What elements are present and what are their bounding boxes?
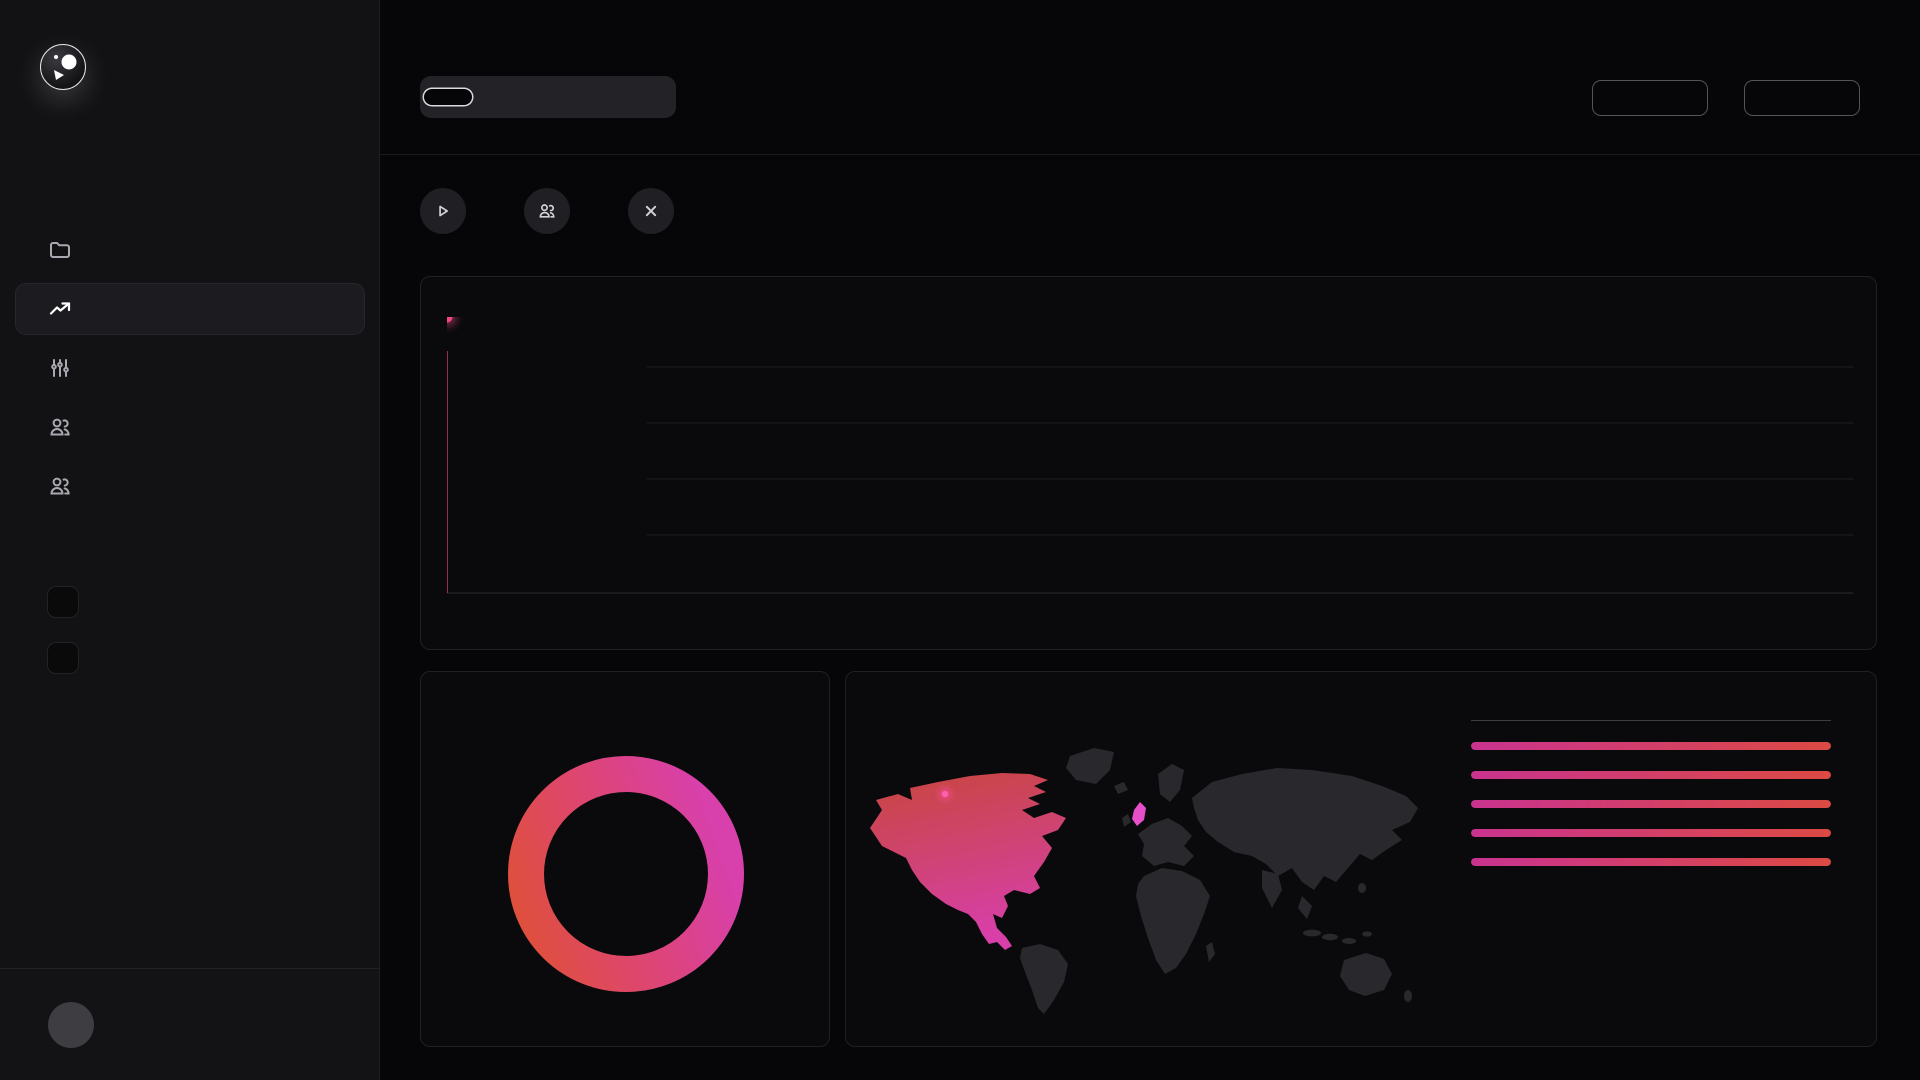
gridlines <box>447 366 1853 594</box>
timeline-chart <box>447 317 1853 594</box>
sidebar-item-data-report[interactable] <box>16 284 364 334</box>
usage-bar-track <box>1471 771 1831 779</box>
folder-icon <box>50 242 70 258</box>
timeline-marker-dot[interactable] <box>447 317 453 323</box>
sliders-icon <box>51 359 69 377</box>
map-region-united-kingdom <box>1132 802 1146 826</box>
play-icon <box>420 188 466 234</box>
usage-bar-fill <box>1471 858 1831 866</box>
brand-logo[interactable] <box>40 44 106 90</box>
tab-general[interactable] <box>424 89 472 105</box>
usage-bar-track <box>1471 800 1831 808</box>
tab-geographics[interactable] <box>524 89 572 105</box>
users-icon <box>50 477 70 495</box>
geo-table-header <box>1471 708 1831 721</box>
tab-web-tools[interactable] <box>574 89 622 105</box>
trend-up-icon <box>49 302 71 315</box>
stat-interactions <box>420 188 480 234</box>
team-badge <box>48 643 78 673</box>
tab-bar <box>420 76 676 118</box>
map-base-continents <box>1020 748 1418 1014</box>
stat-blocked <box>628 188 688 234</box>
x-icon <box>628 188 674 234</box>
table-row <box>1471 763 1831 779</box>
usage-bar-fill <box>1471 771 1831 779</box>
table-row <box>1471 792 1831 808</box>
nav-menu <box>16 225 364 520</box>
avatar <box>48 1001 94 1048</box>
usage-bar-fill <box>1471 742 1831 750</box>
date-from-input[interactable] <box>1592 80 1708 116</box>
table-row <box>1471 850 1831 866</box>
sidebar-item-settings[interactable] <box>16 343 364 393</box>
geography-card <box>845 671 1877 1047</box>
stats-row <box>420 188 688 234</box>
timeline-card <box>420 276 1877 650</box>
sidebar-item-campaigns[interactable] <box>16 225 364 275</box>
users-icon <box>524 188 570 234</box>
tab-personal[interactable] <box>624 89 672 105</box>
teams-list <box>20 578 360 690</box>
user-profile[interactable] <box>0 968 379 1080</box>
sidebar-item-access-2[interactable] <box>16 461 364 511</box>
map-region-north-america <box>870 773 1066 950</box>
table-row <box>1471 821 1831 837</box>
date-range <box>1592 80 1860 116</box>
usage-bar-track <box>1471 742 1831 750</box>
geo-usage-table <box>1471 708 1831 866</box>
donut-chart <box>508 756 744 992</box>
team-item-sterling-cooper[interactable] <box>20 578 360 626</box>
usage-bar-track <box>1471 829 1831 837</box>
usage-bar-fill <box>1471 800 1831 808</box>
tab-attention[interactable] <box>474 89 522 105</box>
table-row <box>1471 734 1831 750</box>
date-to-input[interactable] <box>1744 80 1860 116</box>
map-marker-dot <box>941 790 949 798</box>
team-badge <box>48 587 78 617</box>
team-item-direct-marketing[interactable] <box>20 634 360 682</box>
usage-bar-track <box>1471 858 1831 866</box>
sidebar <box>0 0 380 1080</box>
usage-bar-fill <box>1471 829 1831 837</box>
logo-icon <box>40 44 86 90</box>
stat-users <box>524 188 584 234</box>
donut-segment-new <box>508 756 744 992</box>
world-map <box>862 738 1442 1023</box>
main-header <box>380 0 1920 155</box>
users-icon <box>50 418 70 436</box>
new-vs-returning-card <box>420 671 830 1047</box>
sidebar-item-access-1[interactable] <box>16 402 364 452</box>
